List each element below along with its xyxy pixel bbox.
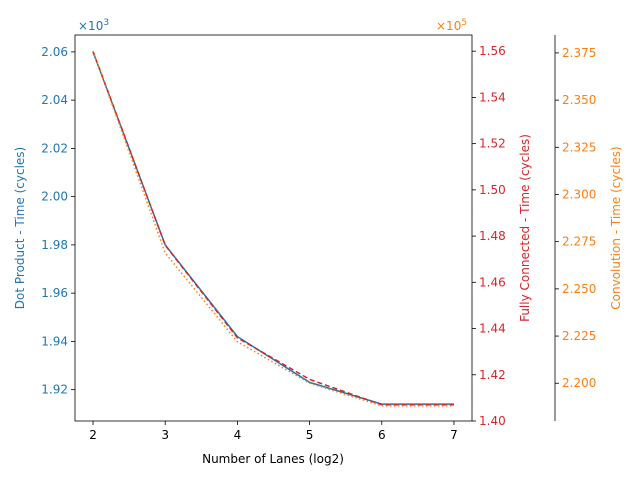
y-tick-label: 1.94: [41, 334, 68, 348]
y-tick-label: 2.02: [41, 141, 68, 155]
y-tick-label: 1.42: [479, 368, 506, 382]
left-y-axis: 1.92 1.94 1.96 1.98 2.00 2.02 2.04 2.06: [41, 45, 75, 397]
y-tick-label: 2.250: [562, 282, 596, 296]
y-tick-label: 1.46: [479, 275, 506, 289]
series-line-convolution: [92, 50, 454, 407]
right-y-axis: 1.40 1.42 1.44 1.46 1.48 1.50 1.52 1.54 1.56: [472, 44, 506, 428]
y-tick-label: 1.52: [479, 137, 506, 151]
y-tick-label: 1.48: [479, 229, 506, 243]
y-tick-label: 1.92: [41, 383, 68, 397]
x-axis: 2 3 4 5 6 7: [89, 421, 458, 442]
x-tick-label: 6: [378, 428, 386, 442]
x-tick-label: 5: [306, 428, 314, 442]
y-tick-label: 2.325: [562, 140, 596, 154]
y-tick-label: 1.98: [41, 238, 68, 252]
series-layer: [92, 50, 454, 407]
y-tick-label: 2.200: [562, 376, 596, 390]
y-tick-label: 2.225: [562, 329, 596, 343]
y-tick-label: 2.04: [41, 93, 68, 107]
y-tick-label: 1.54: [479, 90, 506, 104]
y-tick-label: 2.00: [41, 190, 68, 204]
y-tick-label: 2.375: [562, 46, 596, 60]
series-line-dot-product: [92, 51, 454, 405]
x-tick-label: 3: [161, 428, 169, 442]
second-right-y-axis: 2.200 2.225 2.250 2.275 2.300 2.325 2.350 2.375: [554, 35, 596, 421]
y-tick-label: 1.50: [479, 183, 506, 197]
series-line-fully-connected: [92, 50, 454, 406]
plot-frame: [74, 34, 473, 422]
left-axis-multiplier: ×103: [78, 18, 109, 33]
y-tick-label: 2.275: [562, 235, 596, 249]
x-tick-label: 7: [450, 428, 458, 442]
y-tick-label: 1.40: [479, 414, 506, 428]
second-right-y-axis-label: Convolution - Time (cycles): [609, 146, 623, 309]
right-axis-multiplier: ×105: [436, 18, 467, 33]
left-y-axis-label: Dot Product - Time (cycles): [13, 147, 27, 309]
x-axis-label: Number of Lanes (log2): [202, 452, 344, 466]
y-tick-label: 1.96: [41, 286, 68, 300]
y-tick-label: 1.56: [479, 44, 506, 58]
y-tick-label: 2.06: [41, 45, 68, 59]
y-tick-label: 2.350: [562, 93, 596, 107]
y-tick-label: 1.44: [479, 322, 506, 336]
x-tick-label: 4: [234, 428, 242, 442]
y-tick-label: 2.300: [562, 187, 596, 201]
right-y-axis-label: Fully Connected - Time (cycles): [518, 134, 532, 322]
x-tick-label: 2: [89, 428, 97, 442]
plot-area: [74, 34, 473, 422]
